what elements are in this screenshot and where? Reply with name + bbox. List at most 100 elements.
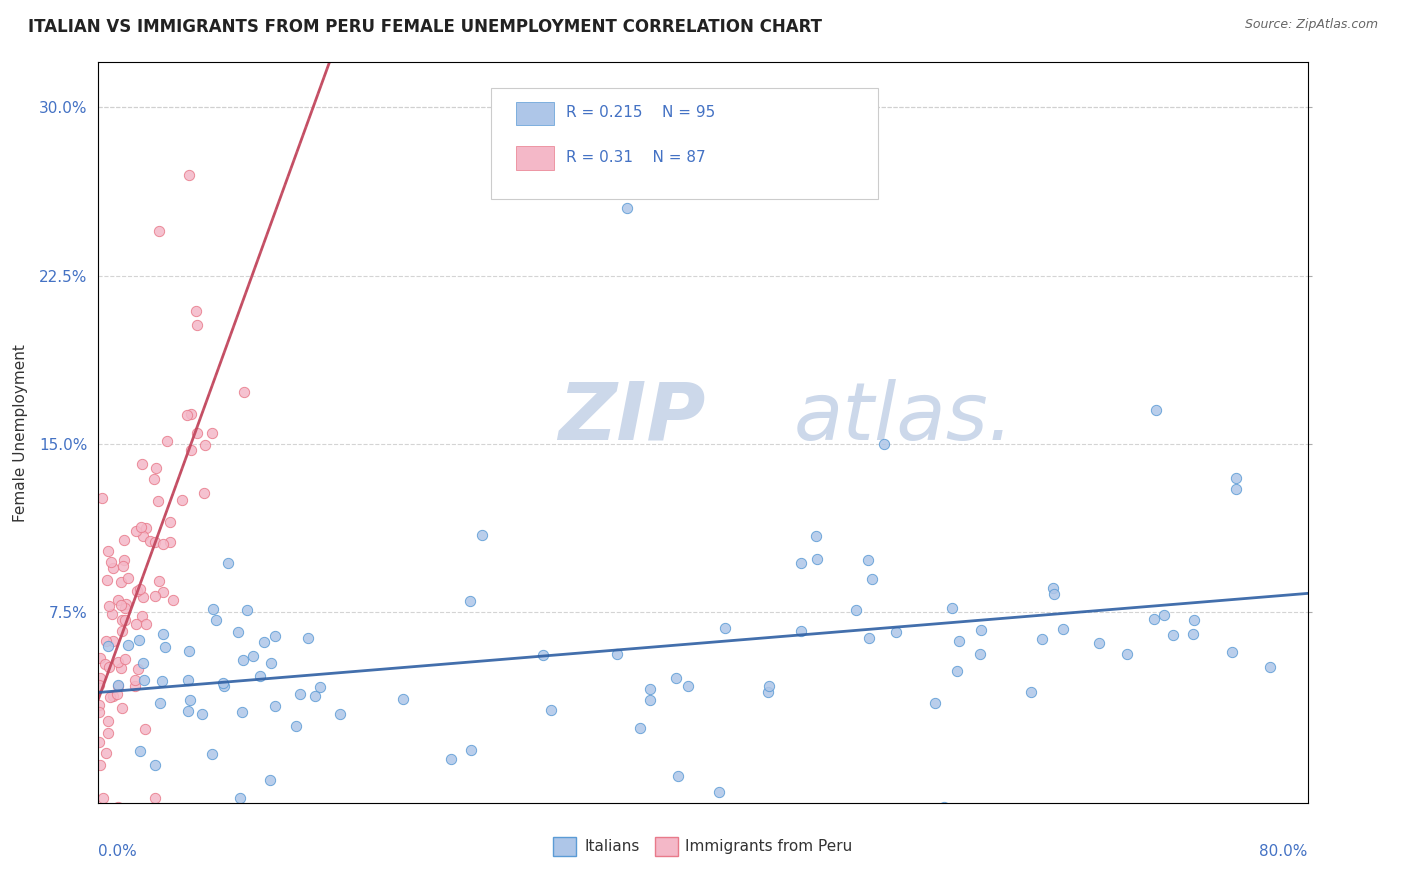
Point (138, 533, 160, 548)
Point (1042, 581, 1064, 595)
Point (142, 472, 165, 486)
Point (153, 640, 176, 654)
Point (177, 644, 200, 658)
Point (127, 662, 149, 676)
Point (143, 534, 166, 549)
Point (194, 437, 217, 451)
Point (806, 551, 828, 566)
Point (236, 603, 259, 617)
Point (134, 722, 156, 736)
Point (540, 703, 562, 717)
Point (259, 772, 281, 787)
Legend: Italians, Immigrants from Peru: Italians, Immigrants from Peru (547, 831, 859, 862)
Point (471, 528, 494, 542)
Point (131, 457, 153, 471)
Text: R = 0.215    N = 95: R = 0.215 N = 95 (567, 105, 716, 120)
Point (110, 598, 132, 612)
Point (628, 721, 651, 735)
Point (124, 807, 146, 822)
Point (159, 515, 181, 529)
Point (148, 224, 170, 238)
Point (260, 656, 283, 670)
Point (111, 613, 134, 627)
Point (100, 555, 122, 569)
Point (186, 318, 208, 332)
Point (177, 673, 200, 687)
Point (87, 706, 110, 720)
Point (308, 680, 330, 694)
Point (756, 685, 779, 699)
Point (970, 623, 993, 637)
Point (676, 679, 699, 693)
Point (111, 701, 134, 715)
Point (107, 800, 129, 814)
Point (184, 304, 207, 318)
Point (107, 677, 129, 691)
Point (112, 553, 135, 567)
Point (89, 650, 111, 665)
Point (1220, 645, 1243, 659)
Point (110, 661, 132, 675)
Point (714, 621, 737, 635)
Point (125, 616, 148, 631)
Point (304, 690, 326, 704)
Text: ZIP: ZIP (558, 379, 706, 457)
Point (124, 673, 146, 687)
Point (114, 651, 136, 665)
Point (112, 533, 135, 547)
Point (229, 791, 252, 805)
Point (1153, 608, 1175, 623)
Point (97, 725, 120, 739)
Point (124, 679, 146, 693)
Point (152, 585, 174, 599)
Point (531, 648, 554, 662)
Point (176, 408, 198, 422)
Point (886, 625, 908, 640)
Point (179, 168, 201, 182)
Point (89, 671, 111, 685)
Point (226, 624, 249, 639)
Point (934, 800, 956, 814)
Point (201, 425, 224, 440)
Point (460, 743, 482, 757)
Point (96, 573, 118, 587)
Point (969, 647, 991, 661)
Point (180, 443, 202, 458)
Point (90, 491, 112, 505)
Point (790, 624, 813, 639)
Point (148, 574, 170, 588)
Point (146, 493, 169, 508)
Point (285, 719, 308, 733)
Point (606, 648, 628, 662)
Point (202, 602, 225, 616)
Point (145, 791, 167, 805)
Point (191, 706, 214, 721)
Point (946, 664, 969, 678)
Point (1181, 627, 1204, 641)
Point (159, 535, 181, 549)
Point (638, 682, 661, 697)
Point (329, 706, 352, 721)
FancyBboxPatch shape (516, 102, 554, 126)
Point (89, 757, 111, 772)
Text: atlas.: atlas. (793, 379, 1014, 457)
Text: ITALIAN VS IMMIGRANTS FROM PERU FEMALE UNEMPLOYMENT CORRELATION CHART: ITALIAN VS IMMIGRANTS FROM PERU FEMALE U… (28, 18, 823, 36)
Point (1019, 685, 1042, 699)
Point (143, 589, 166, 603)
Point (232, 384, 254, 399)
FancyBboxPatch shape (516, 146, 554, 169)
Point (152, 537, 174, 551)
Point (97, 827, 120, 841)
Point (117, 638, 139, 652)
Point (860, 572, 883, 586)
Point (97, 544, 120, 558)
Point (94, 657, 117, 671)
Point (439, 752, 461, 766)
Point (1143, 612, 1166, 626)
Point (186, 425, 208, 440)
Point (128, 744, 150, 758)
Point (114, 600, 136, 615)
Point (111, 624, 134, 638)
Point (97, 599, 120, 613)
Point (135, 521, 157, 535)
